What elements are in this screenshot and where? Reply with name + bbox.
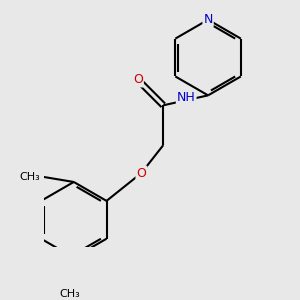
Text: N: N bbox=[203, 13, 213, 26]
Text: O: O bbox=[136, 167, 146, 179]
Text: NH: NH bbox=[177, 91, 196, 104]
Text: O: O bbox=[133, 74, 143, 86]
Text: CH₃: CH₃ bbox=[59, 290, 80, 299]
Text: CH₃: CH₃ bbox=[19, 172, 40, 182]
